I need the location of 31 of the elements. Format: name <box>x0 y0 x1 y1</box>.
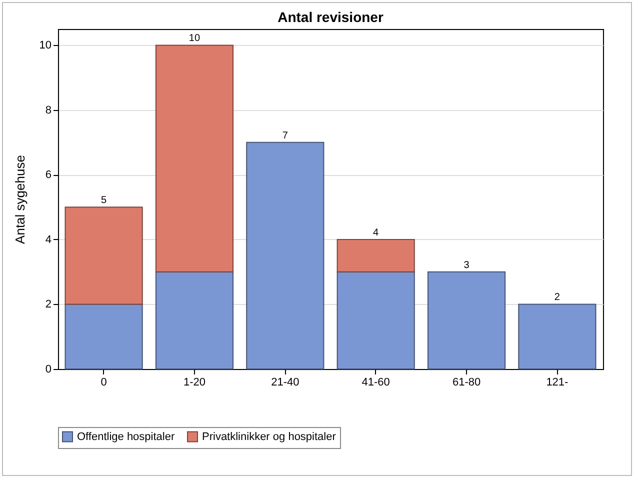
bar <box>336 238 415 272</box>
bar <box>64 304 143 370</box>
y-tick-label: 10 <box>39 40 52 52</box>
y-tick-label: 0 <box>45 364 52 376</box>
x-tick-label: 41-60 <box>362 376 390 388</box>
legend-label: Offentlige hospitaler <box>77 430 175 443</box>
bar <box>64 206 143 305</box>
x-tick-label: 121- <box>546 376 569 388</box>
total-label: 4 <box>373 227 380 238</box>
y-tick-label: 6 <box>45 169 52 182</box>
x-tick-label: 0 <box>100 376 107 388</box>
y-tick-label: 8 <box>45 104 52 116</box>
total-label: 10 <box>188 33 200 44</box>
total-label: 7 <box>282 130 288 142</box>
x-tick-label: 1-20 <box>183 376 206 388</box>
chart-title: Antal revisioner <box>278 9 384 25</box>
bar <box>246 142 324 370</box>
bar <box>155 44 234 272</box>
x-tick-label: 21-40 <box>271 376 300 388</box>
legend-label: Privatklinikker og hospitaler <box>202 430 336 443</box>
total-label: 3 <box>464 260 470 271</box>
y-tick-label: 2 <box>45 298 52 311</box>
bar <box>336 271 415 370</box>
x-tick-label: 61-80 <box>452 376 481 388</box>
y-tick-label: 4 <box>45 234 52 246</box>
total-label: 2 <box>554 292 560 304</box>
total-label: 5 <box>101 195 108 206</box>
bar <box>155 271 234 370</box>
y-axis-title: Antal sygehuse <box>12 155 28 244</box>
bar <box>518 304 596 370</box>
bar <box>427 271 506 370</box>
